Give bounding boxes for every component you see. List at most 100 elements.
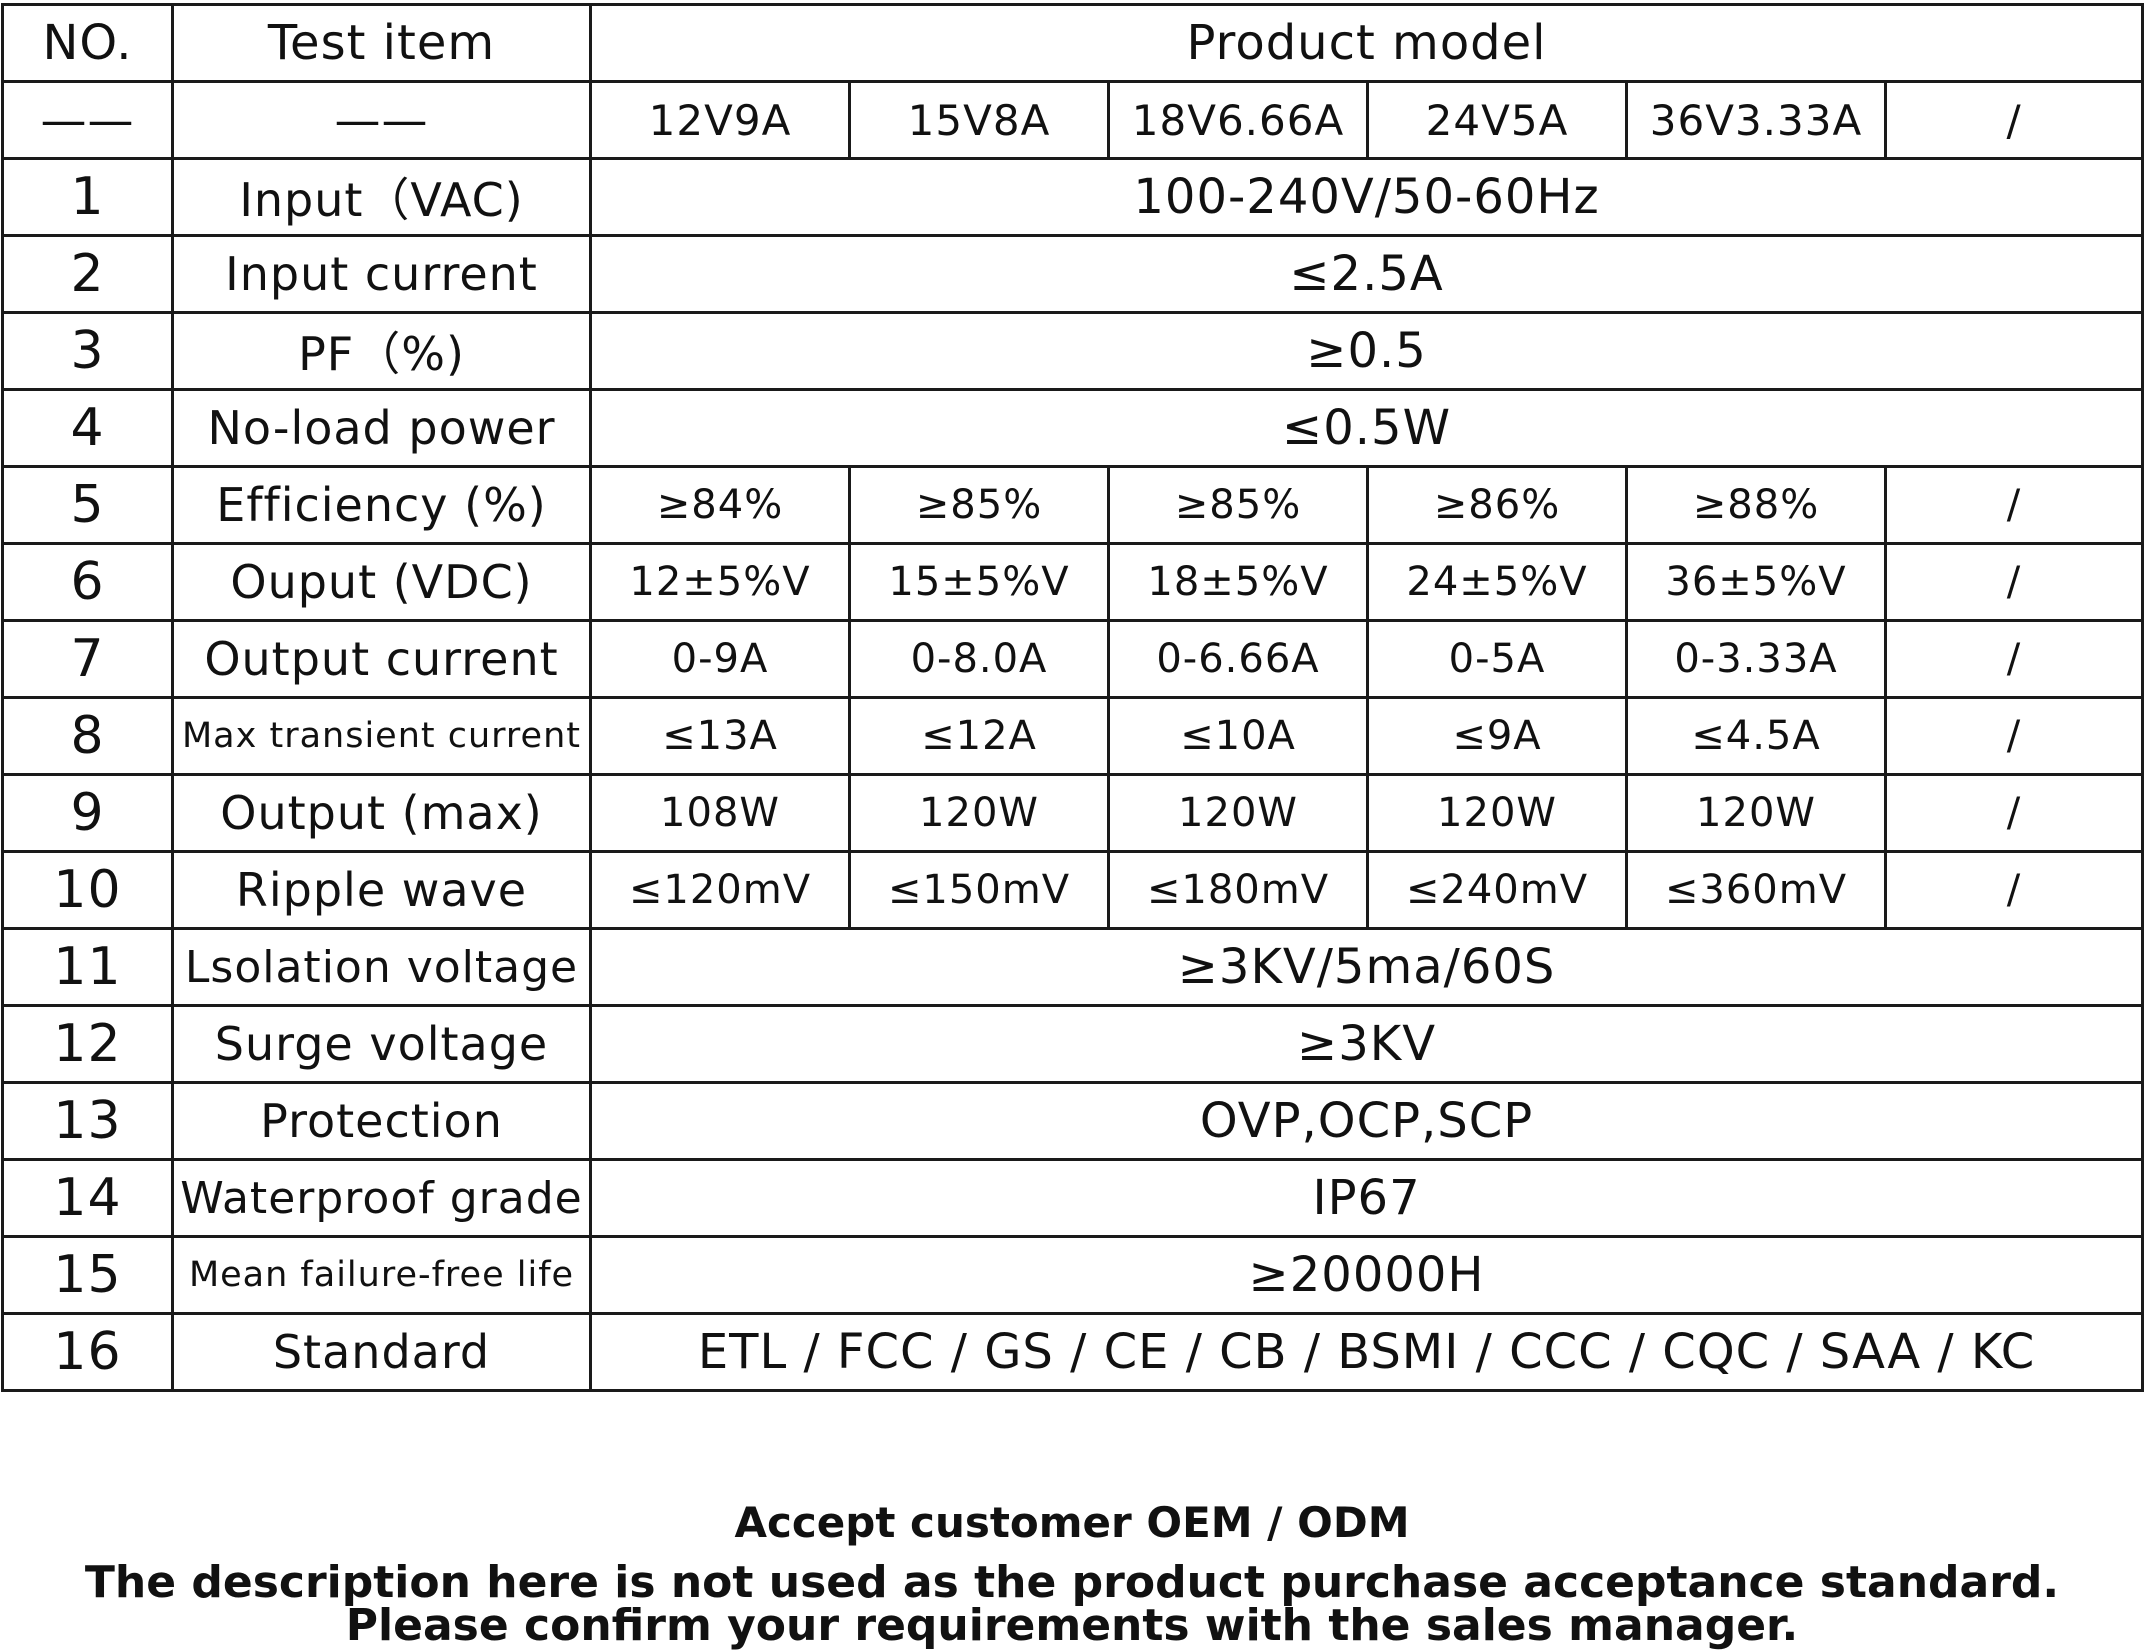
shared-value: ≥3KV/5ma/60S: [588, 927, 2144, 1007]
test-item-label: Input（VAC): [171, 157, 592, 237]
test-item-label: Input current: [171, 234, 592, 314]
models-row-no: ——: [1, 80, 174, 160]
test-item-label: Max transient current: [171, 696, 592, 776]
row-number: 8: [1, 696, 174, 776]
test-item-label: Output current: [171, 619, 592, 699]
value-cell: ≥85%: [848, 465, 1110, 545]
model-cell: 12V9A: [589, 80, 851, 160]
table-row: 10 Ripple wave ≤120mV ≤150mV ≤180mV ≤240…: [1, 850, 2144, 930]
value-cell: ≤120mV: [589, 850, 851, 930]
table-row: 13 Protection OVP,OCP,SCP: [1, 1081, 2144, 1161]
table-row: 14 Waterproof grade IP67: [1, 1158, 2144, 1238]
shared-value: ≥0.5: [588, 311, 2144, 391]
row-number: 5: [1, 465, 174, 545]
model-cell: 15V8A: [848, 80, 1110, 160]
test-item-label: Lsolation voltage: [171, 927, 592, 1007]
value-cell: ≥85%: [1107, 465, 1369, 545]
value-cell: ≤150mV: [848, 850, 1110, 930]
value-cell: ≤10A: [1107, 696, 1369, 776]
value-cell: /: [1883, 850, 2144, 930]
test-item-label: Output (max): [171, 773, 592, 853]
table-row: 2 Input current ≤2.5A: [1, 234, 2144, 314]
value-cell: /: [1883, 465, 2144, 545]
row-number: 4: [1, 388, 174, 468]
table-row: 8 Max transient current ≤13A ≤12A ≤10A ≤…: [1, 696, 2144, 776]
table-row: 15 Mean failure-free life ≥20000H: [1, 1235, 2144, 1315]
row-number: 12: [1, 1004, 174, 1084]
model-cell: 24V5A: [1366, 80, 1628, 160]
table-row: 3 PF（%) ≥0.5: [1, 311, 2144, 391]
table-row: 5 Efficiency (%) ≥84% ≥85% ≥85% ≥86% ≥88…: [1, 465, 2144, 545]
row-number: 1: [1, 157, 174, 237]
shared-value: 100-240V/50-60Hz: [588, 157, 2144, 237]
value-cell: ≤13A: [589, 696, 851, 776]
value-cell: 36±5%V: [1625, 542, 1887, 622]
row-number: 16: [1, 1312, 174, 1392]
header-product-model: Product model: [588, 3, 2144, 83]
test-item-label: PF（%): [171, 311, 592, 391]
test-item-label: Ripple wave: [171, 850, 592, 930]
model-cell: 36V3.33A: [1625, 80, 1887, 160]
row-number: 13: [1, 1081, 174, 1161]
value-cell: /: [1883, 619, 2144, 699]
row-number: 2: [1, 234, 174, 314]
test-item-label: Efficiency (%): [171, 465, 592, 545]
value-cell: /: [1883, 696, 2144, 776]
shared-value: ETL / FCC / GS / CE / CB / BSMI / CCC / …: [588, 1312, 2144, 1392]
shared-value: ≥3KV: [588, 1004, 2144, 1084]
row-number: 6: [1, 542, 174, 622]
value-cell: ≥84%: [589, 465, 851, 545]
value-cell: 0-8.0A: [848, 619, 1110, 699]
table-header-row: NO. Test item Product model: [1, 3, 2144, 83]
value-cell: 15±5%V: [848, 542, 1110, 622]
shared-value: IP67: [588, 1158, 2144, 1238]
shared-value: ≤2.5A: [588, 234, 2144, 314]
value-cell: 0-3.33A: [1625, 619, 1887, 699]
model-cell: 18V6.66A: [1107, 80, 1369, 160]
test-item-label: Surge voltage: [171, 1004, 592, 1084]
shared-value: ≥20000H: [588, 1235, 2144, 1315]
models-row-item: ——: [171, 80, 592, 160]
value-cell: 120W: [1107, 773, 1369, 853]
models-row: —— —— 12V9A 15V8A 18V6.66A 24V5A 36V3.33…: [1, 80, 2144, 160]
table-row: 1 Input（VAC) 100-240V/50-60Hz: [1, 157, 2144, 237]
value-cell: ≤4.5A: [1625, 696, 1887, 776]
test-item-label: Protection: [171, 1081, 592, 1161]
shared-value: OVP,OCP,SCP: [588, 1081, 2144, 1161]
confirm-note: Please confirm your requirements with th…: [345, 1600, 1799, 1651]
test-item-label: No-load power: [171, 388, 592, 468]
shared-value: ≤0.5W: [588, 388, 2144, 468]
value-cell: 24±5%V: [1366, 542, 1628, 622]
value-cell: 18±5%V: [1107, 542, 1369, 622]
table-row: 9 Output (max) 108W 120W 120W 120W 120W …: [1, 773, 2144, 853]
row-number: 11: [1, 927, 174, 1007]
row-number: 9: [1, 773, 174, 853]
table-row: 4 No-load power ≤0.5W: [1, 388, 2144, 468]
test-item-label: Waterproof grade: [171, 1158, 592, 1238]
table-row: 6 Ouput (VDC) 12±5%V 15±5%V 18±5%V 24±5%…: [1, 542, 2144, 622]
oem-odm-note: Accept customer OEM / ODM: [734, 1498, 1410, 1547]
header-no: NO.: [1, 3, 174, 83]
test-item-label: Mean failure-free life: [171, 1235, 592, 1315]
model-cell: /: [1883, 80, 2144, 160]
test-item-label: Ouput (VDC): [171, 542, 592, 622]
value-cell: ≥86%: [1366, 465, 1628, 545]
row-number: 7: [1, 619, 174, 699]
value-cell: 0-9A: [589, 619, 851, 699]
row-number: 10: [1, 850, 174, 930]
spec-table: NO. Test item Product model —— —— 12V9A …: [1, 3, 2144, 1392]
row-number: 3: [1, 311, 174, 391]
value-cell: /: [1883, 542, 2144, 622]
header-test-item: Test item: [171, 3, 592, 83]
value-cell: 0-6.66A: [1107, 619, 1369, 699]
row-number: 15: [1, 1235, 174, 1315]
row-number: 14: [1, 1158, 174, 1238]
value-cell: 120W: [1625, 773, 1887, 853]
table-row: 11 Lsolation voltage ≥3KV/5ma/60S: [1, 927, 2144, 1007]
value-cell: 120W: [1366, 773, 1628, 853]
value-cell: ≤240mV: [1366, 850, 1628, 930]
value-cell: 120W: [848, 773, 1110, 853]
value-cell: 0-5A: [1366, 619, 1628, 699]
table-row: 12 Surge voltage ≥3KV: [1, 1004, 2144, 1084]
